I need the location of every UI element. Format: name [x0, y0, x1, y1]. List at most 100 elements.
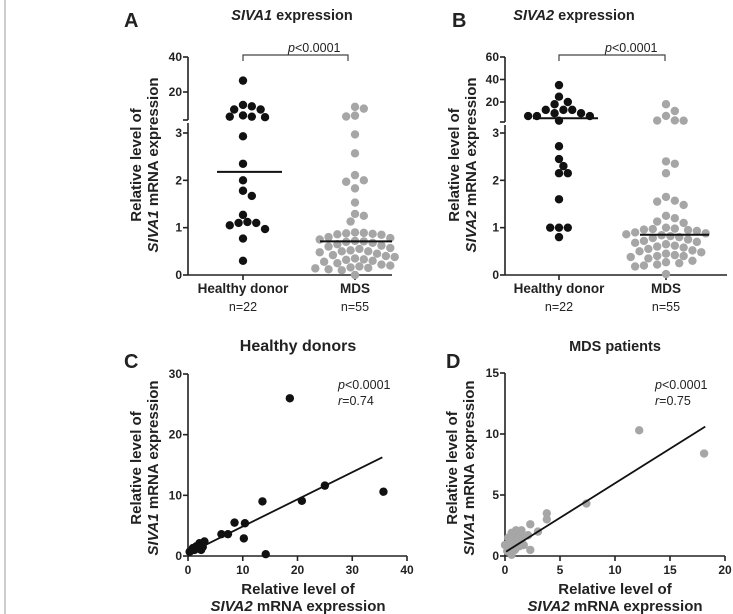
- data-point: [622, 230, 631, 239]
- panel-b-ylabel-line1: Relative level of: [446, 107, 463, 221]
- data-point: [346, 246, 355, 255]
- data-point: [350, 209, 360, 219]
- data-point: [670, 196, 680, 205]
- panel-c-xlabel-line2: SIVA2 mRNA expression: [210, 598, 385, 614]
- x-tick-label: 30: [346, 563, 360, 577]
- data-point: [635, 247, 644, 256]
- data-point: [355, 244, 364, 254]
- data-point: [350, 102, 360, 112]
- panel-b-p-value: p<0.0001: [604, 41, 658, 55]
- data-point: [247, 112, 257, 121]
- regression-line: [189, 456, 383, 554]
- data-point: [355, 262, 364, 271]
- data-point: [252, 218, 261, 228]
- y-tick-label: 60: [486, 50, 500, 64]
- data-point: [661, 211, 671, 221]
- data-point: [350, 130, 360, 139]
- data-point: [359, 176, 369, 185]
- data-point: [670, 241, 680, 250]
- data-point: [630, 238, 640, 248]
- data-point: [386, 243, 395, 253]
- y-tick-label: 15: [486, 366, 500, 380]
- data-point: [364, 263, 373, 273]
- data-point: [568, 105, 577, 115]
- data-point: [526, 520, 535, 529]
- data-point: [652, 260, 662, 269]
- n-label-healthy-donor: n=22: [545, 300, 573, 314]
- data-point: [258, 497, 267, 506]
- data-point: [350, 184, 360, 193]
- x-tick-label: 20: [718, 563, 732, 577]
- y-tick-label: 10: [169, 488, 183, 502]
- data-point: [333, 230, 342, 239]
- panel-c-title: Healthy donors: [240, 338, 357, 355]
- data-point: [285, 394, 295, 403]
- data-point: [670, 224, 680, 233]
- data-point: [661, 100, 671, 109]
- data-point: [679, 218, 688, 228]
- panel-a: A SIVA1 expression Relative level of SIV…: [124, 8, 399, 314]
- panel-b-title: SIVA2 expression: [513, 8, 634, 24]
- data-point: [554, 195, 564, 204]
- panel-c-ylabel-line1: Relative level of: [128, 410, 145, 524]
- y-tick-label: 1: [492, 221, 499, 235]
- x-tick-label: 40: [400, 563, 414, 577]
- data-point: [350, 170, 360, 180]
- panel-d: D MDS patients Relative level of SIVA1 m…: [444, 339, 732, 614]
- data-point: [683, 235, 693, 244]
- panel-d-xlabel-line2: SIVA2 mRNA expression: [527, 598, 702, 614]
- data-point: [661, 111, 671, 121]
- data-point: [554, 223, 564, 232]
- data-point: [652, 197, 662, 206]
- data-point: [701, 229, 710, 238]
- data-point: [644, 254, 653, 263]
- data-point: [372, 249, 382, 258]
- data-point: [341, 112, 351, 121]
- data-point: [350, 111, 360, 120]
- data-point: [670, 159, 680, 168]
- panel-c-p-value: p<0.0001: [337, 378, 391, 392]
- data-point: [359, 104, 369, 113]
- y-tick-label: 1: [175, 221, 182, 235]
- data-point: [526, 545, 535, 555]
- y-tick-label: 0: [492, 549, 499, 563]
- data-point: [243, 217, 252, 227]
- panel-a-ylabel-line2: SIVA1 mRNA expression: [145, 77, 162, 252]
- data-point: [350, 198, 360, 207]
- panel-d-plot: 0 5 10 15 0 5 10 15 20: [486, 366, 732, 577]
- data-point: [652, 217, 662, 226]
- data-point: [350, 270, 360, 280]
- n-label-healthy-donor: n=22: [229, 300, 257, 314]
- data-point: [563, 169, 573, 178]
- data-point: [238, 76, 248, 85]
- data-point: [238, 256, 248, 265]
- y-tick-label: 2: [175, 173, 182, 187]
- panel-c-r-value: r=0.74: [338, 394, 374, 408]
- significance-bracket: [242, 54, 349, 61]
- panel-a-p-value: p<0.0001: [287, 41, 341, 55]
- y-tick-label: 20: [169, 85, 183, 99]
- data-point: [359, 211, 369, 221]
- data-point: [559, 161, 568, 171]
- data-point: [670, 214, 680, 223]
- significance-bracket: [558, 54, 666, 61]
- y-tick-label: 20: [486, 95, 500, 109]
- data-point: [550, 100, 559, 109]
- data-point: [359, 228, 369, 238]
- data-point: [341, 177, 351, 186]
- data-point: [315, 248, 324, 257]
- data-point: [692, 226, 702, 236]
- data-point: [256, 105, 265, 114]
- data-point: [675, 258, 684, 268]
- data-point: [554, 169, 564, 178]
- panel-b: B SIVA2 expression Relative level of SIV…: [446, 8, 727, 314]
- data-point: [386, 261, 395, 270]
- category-label-mds: MDS: [651, 281, 681, 296]
- data-point: [234, 218, 243, 228]
- data-point: [626, 252, 635, 262]
- x-tick-label: 15: [663, 563, 677, 577]
- panel-d-xlabel-line1: Relative level of: [558, 581, 672, 598]
- data-point: [630, 228, 640, 237]
- data-point: [661, 240, 671, 249]
- data-point: [229, 105, 239, 114]
